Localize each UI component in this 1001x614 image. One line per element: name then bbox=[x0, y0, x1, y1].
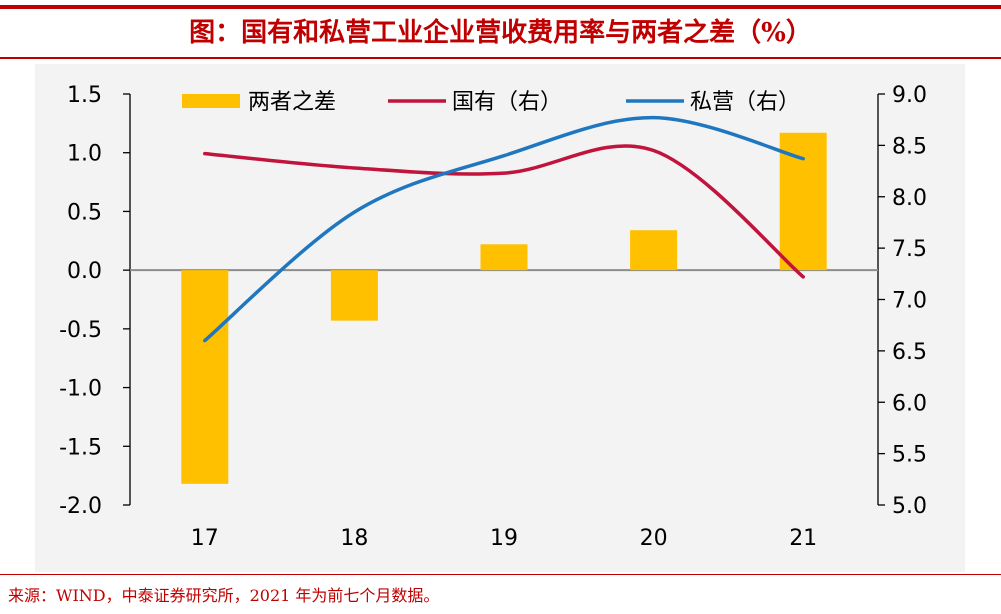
top-rule bbox=[0, 5, 1001, 9]
left-tick-label: 0.0 bbox=[67, 259, 102, 284]
bar-difference bbox=[630, 230, 678, 271]
right-tick-label: 6.5 bbox=[892, 340, 927, 365]
chart-title: 图：国有和私营工业企业营收费用率与两者之差（%） bbox=[189, 18, 812, 48]
right-tick-label: 5.0 bbox=[892, 494, 927, 519]
bar-difference bbox=[779, 132, 827, 271]
left-tick-label: 1.0 bbox=[67, 142, 102, 167]
source-note: 来源：WIND，中泰证券研究所，2021 年为前七个月数据。 bbox=[8, 586, 440, 605]
x-tick-label: 20 bbox=[640, 526, 668, 551]
right-tick-label: 8.0 bbox=[892, 186, 927, 211]
legend-label-private: 私营（右） bbox=[690, 90, 800, 115]
left-tick-label: -1.5 bbox=[59, 435, 102, 460]
left-tick-label: -2.0 bbox=[59, 494, 102, 519]
x-tick-label: 21 bbox=[789, 526, 817, 551]
bottom-rule bbox=[0, 574, 1001, 575]
bar-difference bbox=[480, 244, 528, 271]
title-rule bbox=[0, 57, 1001, 59]
right-tick-label: 8.5 bbox=[892, 134, 927, 159]
legend-label-difference: 两者之差 bbox=[248, 90, 336, 115]
left-tick-label: -1.0 bbox=[59, 377, 102, 402]
left-tick-label: 1.5 bbox=[67, 83, 102, 108]
x-tick-label: 17 bbox=[191, 526, 219, 551]
right-tick-label: 9.0 bbox=[892, 83, 927, 108]
line-private bbox=[203, 115, 805, 343]
right-tick-label: 7.5 bbox=[892, 237, 927, 262]
line-state-owned bbox=[203, 144, 805, 279]
legend-label-state: 国有（右） bbox=[452, 90, 562, 115]
right-tick-label: 6.0 bbox=[892, 391, 927, 416]
x-tick-label: 18 bbox=[340, 526, 368, 551]
right-tick-label: 7.0 bbox=[892, 289, 927, 314]
left-tick-label: 0.5 bbox=[67, 200, 102, 225]
bar-difference bbox=[181, 270, 229, 484]
legend-swatch-bar bbox=[182, 94, 240, 108]
right-tick-label: 5.5 bbox=[892, 443, 927, 468]
left-tick-label: -0.5 bbox=[59, 318, 102, 343]
bar-difference bbox=[330, 270, 378, 321]
x-tick-label: 19 bbox=[490, 526, 518, 551]
